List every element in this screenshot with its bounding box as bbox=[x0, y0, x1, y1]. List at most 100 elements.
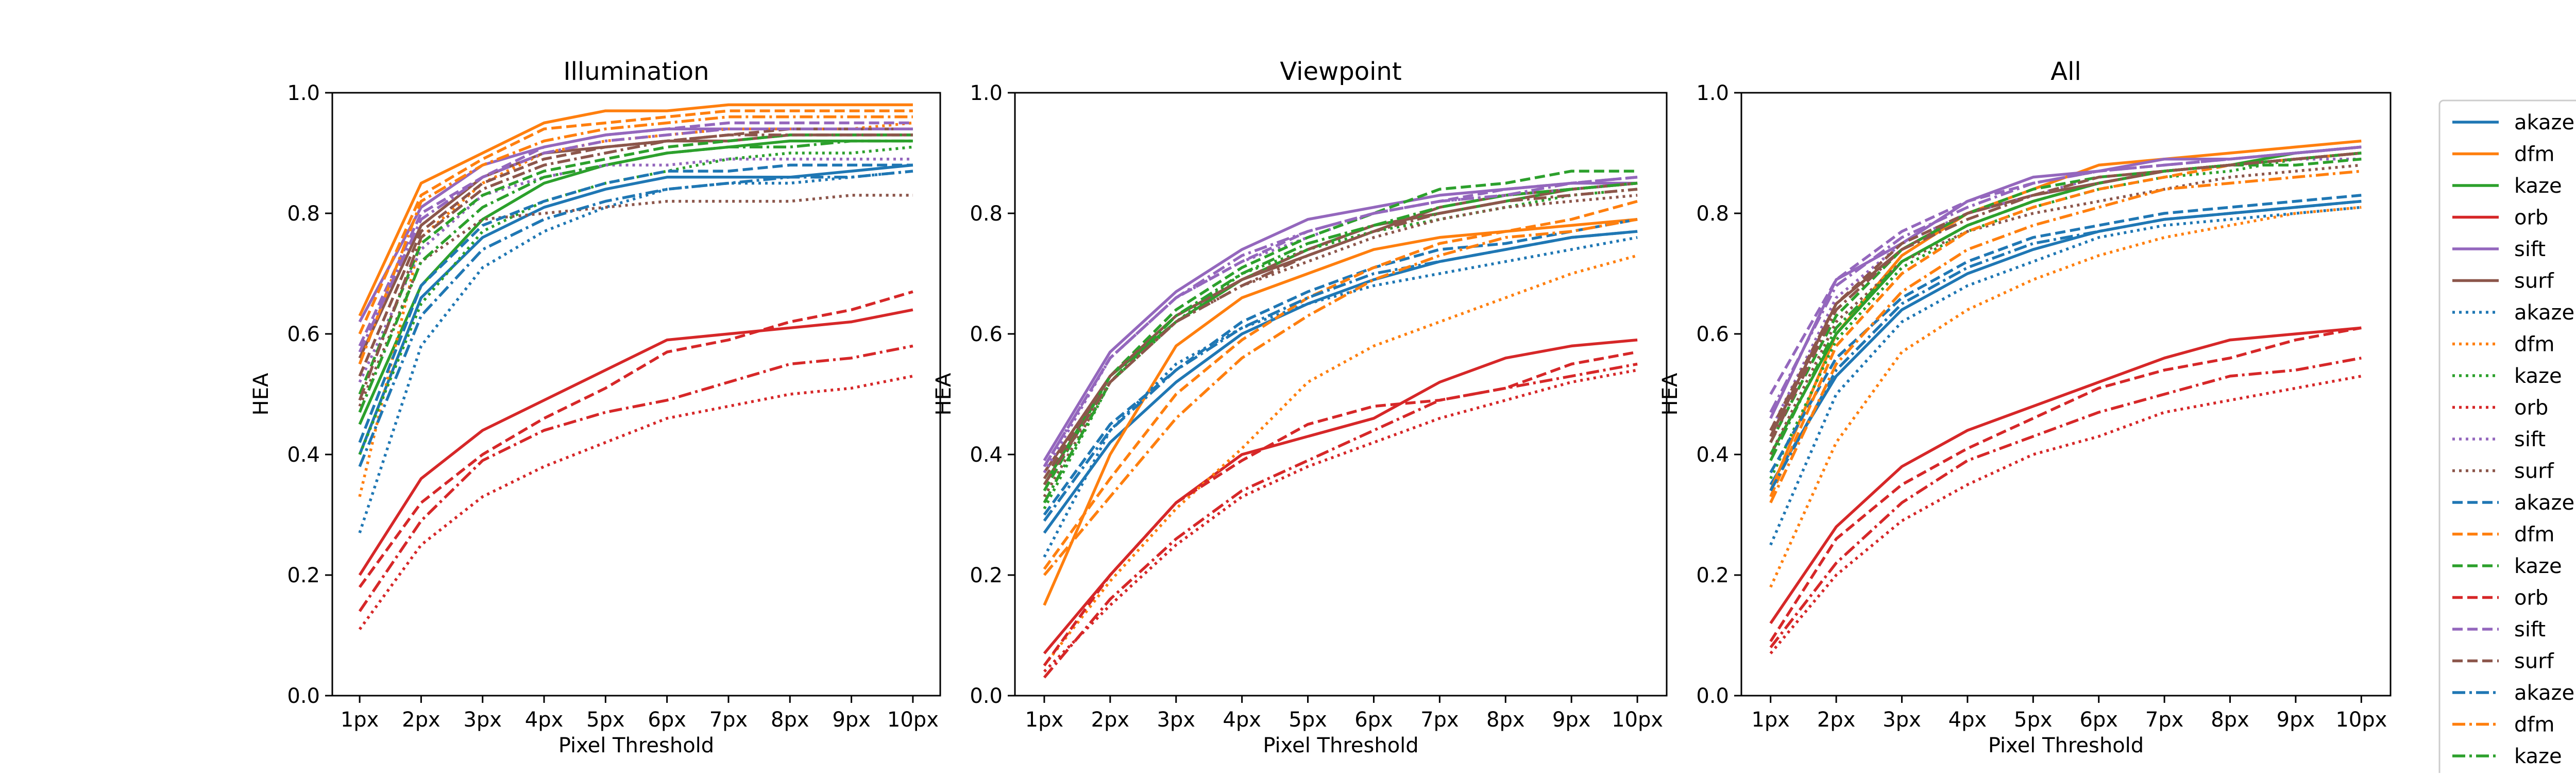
series-line-dfm-dashed bbox=[1043, 199, 1638, 570]
x-tick-label: 5px bbox=[586, 708, 625, 732]
x-tick-label: 7px bbox=[1420, 708, 1459, 732]
y-axis-label: HEA bbox=[249, 373, 273, 415]
x-tick-label: 9px bbox=[2277, 708, 2315, 732]
x-tick-label: 1px bbox=[341, 708, 379, 732]
x-tick-label: 4px bbox=[1223, 708, 1261, 732]
legend-label: dfm bbox=[2514, 523, 2554, 547]
series-line-kaze-dashed bbox=[1043, 170, 1638, 492]
series-line-orb-dashdot bbox=[358, 344, 913, 612]
y-tick-label: 0.2 bbox=[287, 564, 320, 587]
x-tick-label: 4px bbox=[1948, 708, 1987, 732]
legend-label: kaze bbox=[2514, 174, 2562, 198]
x-tick-label: 8px bbox=[2211, 708, 2249, 732]
series-line-akaze-solid bbox=[358, 163, 913, 456]
x-tick-label: 8px bbox=[1486, 708, 1525, 732]
x-tick-label: 7px bbox=[709, 708, 748, 732]
series-line-sift-dashdot bbox=[1043, 176, 1638, 467]
series-line-dfm-dotted bbox=[1769, 206, 2362, 588]
y-tick-label: 0.0 bbox=[287, 684, 320, 708]
x-tick-label: 2px bbox=[402, 708, 440, 732]
series-line-sift-dashdot bbox=[358, 127, 913, 353]
x-tick-label: 10px bbox=[2335, 708, 2387, 732]
x-tick-label: 3px bbox=[1883, 708, 1921, 732]
series-line-surf-dashed bbox=[358, 127, 913, 377]
panel-title-1: Viewpoint bbox=[1280, 57, 1401, 86]
x-tick-label: 2px bbox=[1091, 708, 1130, 732]
x-tick-label: 1px bbox=[1025, 708, 1064, 732]
series-line-sift-dashdot bbox=[1769, 145, 2362, 413]
legend-label: kaze bbox=[2514, 554, 2562, 578]
y-tick-label: 0.8 bbox=[1696, 202, 1729, 226]
x-tick-label: 6px bbox=[2079, 708, 2118, 732]
y-tick-label: 0.4 bbox=[1696, 443, 1729, 467]
series-line-akaze-solid bbox=[1769, 199, 2362, 485]
y-tick-label: 1.0 bbox=[1696, 81, 1729, 105]
legend-label: akaze bbox=[2514, 111, 2574, 134]
series-line-sift-dashed bbox=[358, 121, 913, 347]
legend-label: dfm bbox=[2514, 143, 2554, 166]
y-tick-label: 1.0 bbox=[287, 81, 320, 105]
legend-label: orb bbox=[2514, 396, 2548, 420]
series-line-dfm-dashdot bbox=[1769, 170, 2362, 503]
x-axis-label: Pixel Threshold bbox=[1263, 734, 1418, 757]
series-line-orb-solid bbox=[1043, 338, 1638, 654]
x-tick-label: 5px bbox=[1289, 708, 1327, 732]
legend-label: dfm bbox=[2514, 713, 2554, 737]
series-line-surf-dashdot bbox=[1769, 151, 2362, 443]
series-line-surf-dotted bbox=[1769, 163, 2362, 456]
legend-label: surf bbox=[2514, 650, 2554, 673]
series-line-dfm-solid bbox=[358, 103, 913, 317]
series-line-orb-solid bbox=[1769, 326, 2362, 625]
legend-label: akaze bbox=[2514, 301, 2574, 325]
series-line-akaze-dashdot bbox=[358, 170, 913, 467]
y-tick-label: 0.6 bbox=[970, 323, 1003, 346]
series-line-surf-dotted bbox=[1043, 194, 1638, 498]
legend-label: sift bbox=[2514, 238, 2546, 261]
series-line-kaze-dashed bbox=[1769, 157, 2362, 443]
x-axis-label: Pixel Threshold bbox=[1988, 734, 2144, 757]
series-line-orb-solid bbox=[358, 308, 913, 576]
series-line-orb-dashed bbox=[1043, 350, 1638, 667]
y-tick-label: 0.2 bbox=[970, 564, 1003, 587]
series-line-dfm-dashdot bbox=[1043, 217, 1638, 576]
legend-label: sift bbox=[2514, 428, 2546, 451]
y-axis-label: HEA bbox=[1658, 373, 1682, 415]
series-line-orb-dashdot bbox=[1769, 357, 2362, 649]
legend-label: akaze bbox=[2514, 491, 2574, 515]
legend-label: akaze bbox=[2514, 681, 2574, 705]
x-tick-label: 5px bbox=[2014, 708, 2053, 732]
x-tick-label: 10px bbox=[1612, 708, 1663, 732]
series-line-dfm-solid bbox=[1043, 217, 1638, 606]
y-axis-label: HEA bbox=[932, 373, 956, 415]
y-tick-label: 0.6 bbox=[1696, 323, 1729, 346]
series-line-kaze-dashdot bbox=[358, 139, 913, 413]
x-tick-label: 2px bbox=[1817, 708, 1856, 732]
x-tick-label: 3px bbox=[1157, 708, 1195, 732]
series-line-orb-dashed bbox=[1769, 326, 2362, 643]
legend-label: orb bbox=[2514, 586, 2548, 610]
series-line-akaze-dashdot bbox=[1769, 199, 2362, 492]
panel-title-2: All bbox=[2050, 57, 2081, 86]
plot-frame-1 bbox=[1014, 92, 1668, 697]
y-tick-label: 0.4 bbox=[287, 443, 320, 467]
series-line-akaze-solid bbox=[1043, 230, 1638, 534]
y-tick-label: 0.4 bbox=[970, 443, 1003, 467]
panel-title-0: Illumination bbox=[563, 57, 709, 86]
plot-frame-0 bbox=[331, 92, 941, 697]
series-line-orb-dotted bbox=[358, 375, 913, 630]
y-tick-label: 0.6 bbox=[287, 323, 320, 346]
series-line-akaze-dashed bbox=[358, 163, 913, 443]
legend-label: surf bbox=[2514, 460, 2554, 483]
series-line-dfm-dashdot bbox=[358, 115, 913, 365]
x-tick-label: 10px bbox=[887, 708, 939, 732]
series-line-orb-dashdot bbox=[1043, 362, 1638, 679]
y-tick-label: 0.0 bbox=[1696, 684, 1729, 708]
series-line-akaze-dashed bbox=[1043, 217, 1638, 516]
series-line-akaze-dashdot bbox=[1043, 230, 1638, 522]
series-line-surf-dotted bbox=[358, 194, 913, 407]
x-tick-label: 7px bbox=[2145, 708, 2184, 732]
legend-label: dfm bbox=[2514, 333, 2554, 357]
series-line-dfm-dashed bbox=[358, 109, 913, 335]
series-line-kaze-dashdot bbox=[1043, 181, 1638, 503]
